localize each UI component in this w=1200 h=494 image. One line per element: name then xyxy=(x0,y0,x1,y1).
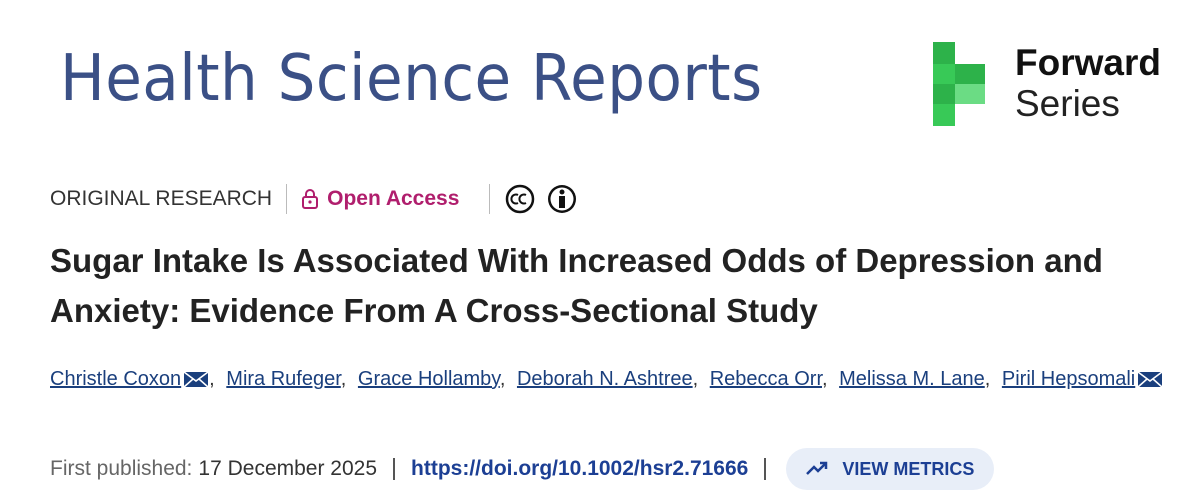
author-separator: , xyxy=(984,368,991,390)
author-name[interactable]: Deborah N. Ashtree xyxy=(516,368,693,390)
author-name[interactable]: Rebecca Orr xyxy=(709,368,822,390)
author-separator: , xyxy=(340,368,347,390)
journal-title: Health Science Reports xyxy=(60,42,763,116)
author-name[interactable]: Christle Coxon xyxy=(50,368,182,390)
doi-link[interactable]: https://doi.org/10.1002/hsr2.71666 xyxy=(411,457,749,480)
view-metrics-button[interactable]: VIEW METRICS xyxy=(786,448,995,490)
series-logo-line1: Forward xyxy=(1015,42,1161,83)
author-name[interactable]: Mira Rufeger xyxy=(226,368,341,390)
first-published-date: 17 December 2025 xyxy=(198,457,378,480)
author-separator: , xyxy=(499,368,506,390)
divider xyxy=(286,184,288,214)
author-name[interactable]: Grace Hollamby xyxy=(357,368,500,390)
email-icon[interactable] xyxy=(183,365,209,399)
view-metrics-label: VIEW METRICS xyxy=(842,458,975,479)
author-list: Christle Coxon, Mira Rufeger, Grace Holl… xyxy=(50,362,1170,399)
author-separator: , xyxy=(209,368,215,390)
divider xyxy=(393,458,396,480)
article-title: Sugar Intake Is Associated With Increase… xyxy=(50,242,1103,329)
publication-info: First published: 17 December 2025 https:… xyxy=(50,448,995,490)
article-type: ORIGINAL RESEARCH xyxy=(50,187,273,210)
author-separator: , xyxy=(822,368,828,390)
series-logo-icon xyxy=(933,42,985,126)
author-name[interactable]: Melissa M. Lane xyxy=(839,368,985,390)
divider xyxy=(764,458,767,480)
article-meta: ORIGINAL RESEARCH Open Access xyxy=(50,184,584,214)
lock-icon xyxy=(302,189,319,209)
divider xyxy=(489,184,491,214)
email-icon[interactable] xyxy=(1137,365,1163,399)
license-icons xyxy=(506,184,577,214)
author-separator: , xyxy=(692,368,699,390)
trend-icon xyxy=(806,461,828,475)
first-published-label: First published: xyxy=(50,457,193,480)
open-access: Open Access xyxy=(327,187,460,210)
author-name[interactable]: Piril Hepsomali xyxy=(1001,368,1136,390)
series-logo-line2: Series xyxy=(1015,83,1120,124)
